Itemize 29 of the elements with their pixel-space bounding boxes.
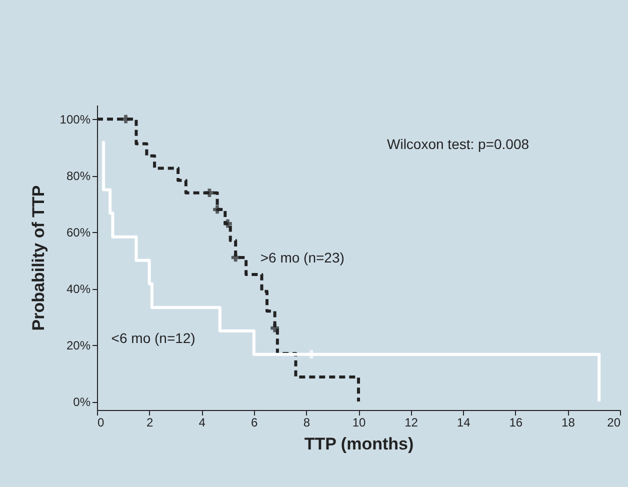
x-tick-label: 0 (98, 416, 104, 430)
y-tick-label: 80% (66, 169, 91, 184)
x-tick-label: 8 (303, 416, 310, 430)
y-tick-label: 60% (66, 226, 91, 240)
x-tick-label: 20 (607, 416, 621, 430)
x-tick-label: 12 (404, 416, 418, 430)
y-axis-title: Probability of TTP (28, 185, 48, 331)
x-tick-label: 14 (456, 416, 471, 430)
x-tick-label: 6 (251, 416, 258, 430)
y-tick-label: 100% (60, 112, 91, 127)
point (307, 350, 316, 359)
y-tick-label: 0% (73, 395, 91, 410)
series-label: >6 mo (n=23) (260, 250, 344, 266)
point (224, 219, 232, 228)
point (205, 188, 214, 198)
x-tick-label: 2 (146, 416, 154, 430)
point (213, 205, 222, 214)
point (270, 324, 280, 332)
x-tick-label: 18 (562, 416, 576, 430)
y-tick-label: 20% (66, 338, 91, 353)
point (231, 253, 240, 262)
point (122, 114, 130, 124)
annotation: Wilcoxon test: p=0.008 (387, 136, 530, 152)
x-tick-label: 4 (198, 416, 206, 430)
x-tick-label: 16 (509, 416, 523, 430)
y-tick-label: 40% (66, 282, 91, 296)
x-axis-title: TTP (months) (304, 434, 414, 454)
x-tick-label: 10 (352, 416, 366, 430)
series-label: <6 mo (n=12) (111, 330, 196, 346)
